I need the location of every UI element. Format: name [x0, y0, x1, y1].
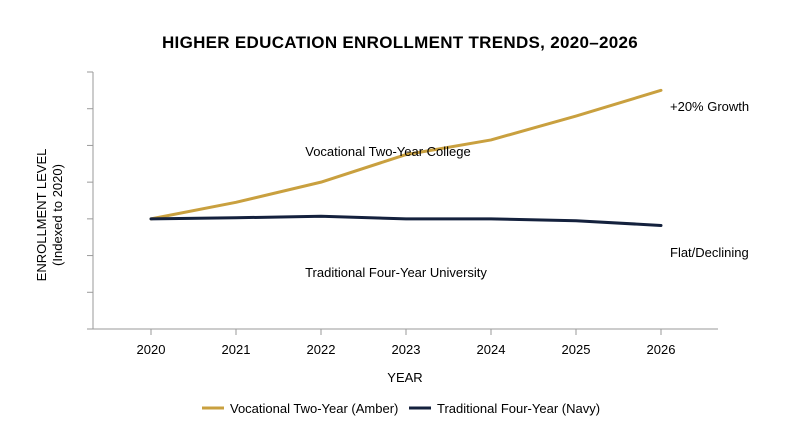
axes: 2020 2021 2022 2023 2024 2025 2026: [87, 71, 718, 357]
y-axis-title-line1: ENROLLMENT LEVEL: [34, 149, 49, 282]
y-axis-title-line2: (Indexed to 2020): [50, 164, 65, 266]
x-tick-label: 2020: [137, 342, 166, 357]
x-ticks: 2020 2021 2022 2023 2024 2025 2026: [137, 329, 676, 357]
legend: Vocational Two-Year (Amber) Traditional …: [202, 401, 600, 416]
y-ticks: [87, 71, 93, 330]
legend-label-traditional: Traditional Four-Year (Navy): [437, 401, 600, 416]
x-tick-label: 2024: [477, 342, 506, 357]
end-label-traditional: Flat/Declining: [670, 245, 749, 260]
x-tick-label: 2023: [392, 342, 421, 357]
end-label-vocational: +20% Growth: [670, 99, 749, 114]
line-label-vocational: Vocational Two-Year College: [305, 144, 471, 159]
x-axis-title: YEAR: [387, 370, 422, 385]
line-label-traditional: Traditional Four-Year University: [305, 265, 487, 280]
series-line-vocational: [149, 88, 663, 221]
x-tick-label: 2026: [647, 342, 676, 357]
x-tick-label: 2021: [222, 342, 251, 357]
chart-title: HIGHER EDUCATION ENROLLMENT TRENDS, 2020…: [162, 33, 638, 52]
series-line-traditional: [149, 214, 663, 227]
legend-label-vocational: Vocational Two-Year (Amber): [230, 401, 398, 416]
x-tick-label: 2022: [307, 342, 336, 357]
series-lines: [149, 88, 663, 227]
x-tick-label: 2025: [562, 342, 591, 357]
